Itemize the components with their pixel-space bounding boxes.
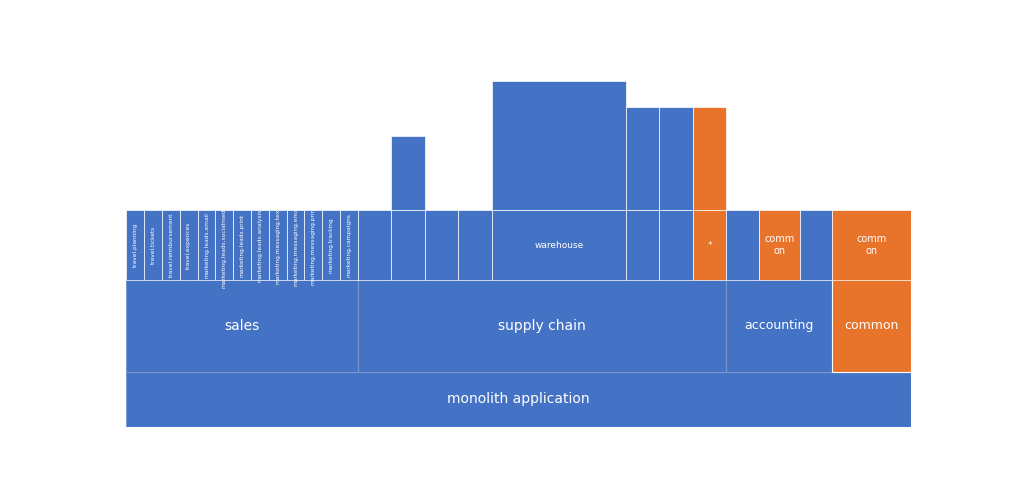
Text: monolith application: monolith application [447, 393, 589, 407]
Text: travel.planning: travel.planning [132, 223, 137, 267]
Bar [458, 210, 491, 280]
Bar [693, 107, 726, 210]
Text: travel.reimbursement: travel.reimbursement [168, 213, 173, 277]
Text: marketing.messaging.email: marketing.messaging.email [293, 204, 298, 286]
Text: supply chain: supply chain [497, 319, 585, 333]
Bar [234, 210, 251, 280]
Bar [304, 210, 321, 280]
Text: marketing.leads.analysis: marketing.leads.analysis [257, 208, 262, 282]
Bar [340, 210, 358, 280]
Text: marketing.messaging.text: marketing.messaging.text [275, 206, 280, 284]
Bar [358, 210, 391, 280]
Bar [832, 279, 910, 372]
Text: sales: sales [224, 319, 260, 333]
Text: warehouse: warehouse [534, 240, 583, 250]
Bar [726, 210, 758, 280]
Text: marketing.leads.print: marketing.leads.print [240, 214, 245, 277]
Text: travel.expences: travel.expences [186, 221, 191, 269]
Bar [832, 210, 910, 280]
Bar [286, 210, 304, 280]
Bar [126, 279, 358, 372]
Text: travel.tickets: travel.tickets [151, 226, 156, 264]
Text: accounting: accounting [744, 319, 813, 332]
Text: comm
on: comm on [763, 234, 794, 256]
Bar [251, 210, 269, 280]
Text: marketing.messaging.print: marketing.messaging.print [310, 205, 315, 285]
Bar [659, 107, 693, 210]
Bar [215, 210, 234, 280]
Text: comm
on: comm on [855, 234, 886, 256]
Bar [626, 107, 659, 210]
Text: common: common [843, 319, 898, 332]
Bar [197, 210, 215, 280]
Text: *: * [707, 240, 712, 250]
Text: marketing.leads.email: marketing.leads.email [204, 212, 209, 278]
Text: marketing.tracking: marketing.tracking [329, 217, 334, 273]
Bar [391, 210, 425, 280]
Bar [126, 372, 910, 427]
Bar [269, 210, 286, 280]
Text: marketing.leads.socialmedia: marketing.leads.socialmedia [221, 203, 226, 288]
Bar [800, 210, 832, 280]
Bar [726, 279, 832, 372]
Bar [180, 210, 197, 280]
Text: marketing.campaigns: marketing.campaigns [346, 213, 351, 277]
Bar [491, 81, 626, 210]
Bar [321, 210, 340, 280]
Bar [425, 210, 458, 280]
Bar [145, 210, 162, 280]
Bar [358, 279, 726, 372]
Bar [693, 210, 726, 280]
Bar [758, 210, 800, 280]
Bar [659, 210, 693, 280]
Bar [126, 210, 145, 280]
Bar [491, 210, 626, 280]
Bar [626, 210, 659, 280]
Bar [391, 136, 425, 210]
Bar [162, 210, 180, 280]
